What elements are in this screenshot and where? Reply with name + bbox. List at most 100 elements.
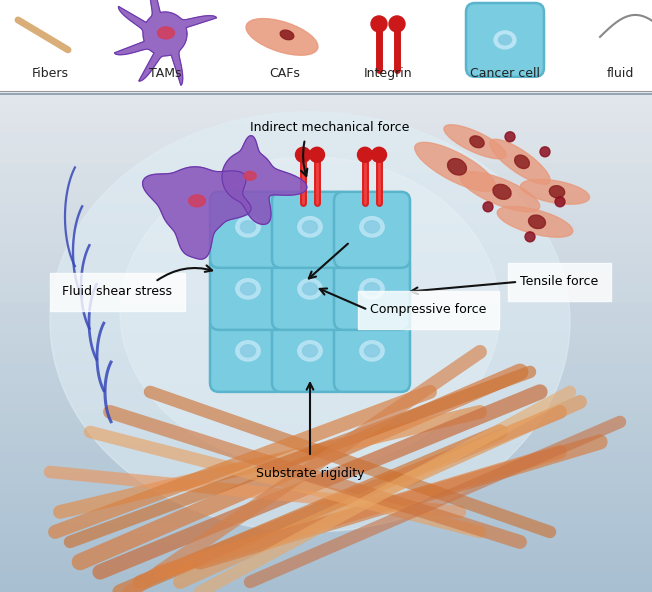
FancyBboxPatch shape xyxy=(466,3,544,77)
Ellipse shape xyxy=(236,217,260,237)
Ellipse shape xyxy=(493,184,511,200)
Bar xyxy=(0,492,652,502)
Text: Fibers: Fibers xyxy=(31,67,68,81)
Ellipse shape xyxy=(246,18,318,55)
Bar xyxy=(0,422,652,432)
Ellipse shape xyxy=(490,139,550,184)
Bar xyxy=(0,92,652,102)
Circle shape xyxy=(310,147,325,162)
Text: Substrate rigidity: Substrate rigidity xyxy=(256,468,364,481)
FancyBboxPatch shape xyxy=(334,316,410,392)
Ellipse shape xyxy=(241,283,256,295)
Ellipse shape xyxy=(520,179,589,204)
Bar xyxy=(0,532,652,542)
FancyBboxPatch shape xyxy=(210,192,286,268)
Ellipse shape xyxy=(241,221,256,233)
Bar xyxy=(0,502,652,512)
Polygon shape xyxy=(143,167,251,259)
Ellipse shape xyxy=(303,283,318,295)
Bar xyxy=(0,242,652,252)
FancyBboxPatch shape xyxy=(334,254,410,330)
Ellipse shape xyxy=(188,195,205,207)
Circle shape xyxy=(372,147,387,162)
Circle shape xyxy=(389,16,405,32)
Ellipse shape xyxy=(120,157,500,467)
Ellipse shape xyxy=(364,283,379,295)
Ellipse shape xyxy=(497,207,573,237)
Bar xyxy=(0,542,652,552)
Ellipse shape xyxy=(236,341,260,361)
Ellipse shape xyxy=(158,27,175,39)
Text: fluid: fluid xyxy=(606,67,634,81)
Bar xyxy=(0,462,652,472)
Circle shape xyxy=(555,197,565,207)
Bar xyxy=(0,582,652,592)
Polygon shape xyxy=(222,136,307,224)
Bar xyxy=(0,392,652,402)
Bar xyxy=(0,202,652,212)
Bar xyxy=(0,132,652,141)
Ellipse shape xyxy=(236,279,260,299)
Text: Compressive force: Compressive force xyxy=(370,303,486,316)
FancyBboxPatch shape xyxy=(334,192,410,268)
Ellipse shape xyxy=(529,215,546,229)
Text: Fluid shear stress: Fluid shear stress xyxy=(62,285,172,298)
Ellipse shape xyxy=(447,159,466,175)
Ellipse shape xyxy=(298,217,322,237)
Circle shape xyxy=(357,147,372,162)
Ellipse shape xyxy=(360,341,384,361)
Ellipse shape xyxy=(470,136,484,147)
Bar xyxy=(0,232,652,242)
Bar xyxy=(0,362,652,372)
Circle shape xyxy=(295,147,310,162)
Bar xyxy=(0,162,652,172)
Text: Indirect mechanical force: Indirect mechanical force xyxy=(250,121,409,134)
Bar xyxy=(0,102,652,112)
Bar xyxy=(0,252,652,262)
Ellipse shape xyxy=(499,35,512,45)
Bar xyxy=(0,312,652,322)
Text: Cancer cell: Cancer cell xyxy=(470,67,540,81)
Ellipse shape xyxy=(364,221,379,233)
Bar xyxy=(0,352,652,362)
Text: CAFs: CAFs xyxy=(269,67,301,81)
Bar xyxy=(0,322,652,332)
Bar xyxy=(0,141,652,152)
Ellipse shape xyxy=(494,31,516,49)
Ellipse shape xyxy=(241,345,256,357)
Bar xyxy=(0,222,652,232)
Ellipse shape xyxy=(444,125,506,159)
Ellipse shape xyxy=(244,171,256,180)
Bar xyxy=(0,472,652,482)
Bar xyxy=(0,412,652,422)
Ellipse shape xyxy=(50,112,570,532)
Bar xyxy=(0,302,652,312)
Bar xyxy=(0,482,652,492)
Bar xyxy=(0,452,652,462)
Ellipse shape xyxy=(360,279,384,299)
Bar xyxy=(0,562,652,572)
Ellipse shape xyxy=(303,221,318,233)
Ellipse shape xyxy=(360,217,384,237)
Ellipse shape xyxy=(303,345,318,357)
Ellipse shape xyxy=(298,341,322,361)
FancyBboxPatch shape xyxy=(210,254,286,330)
Bar xyxy=(0,522,652,532)
Bar xyxy=(0,382,652,392)
Bar xyxy=(0,282,652,292)
Ellipse shape xyxy=(415,142,496,191)
Circle shape xyxy=(525,232,535,242)
Bar xyxy=(0,552,652,562)
Ellipse shape xyxy=(514,155,529,169)
Polygon shape xyxy=(115,0,216,85)
Bar xyxy=(0,402,652,412)
Ellipse shape xyxy=(550,186,565,198)
Bar xyxy=(0,192,652,202)
Bar xyxy=(0,372,652,382)
Bar xyxy=(0,442,652,452)
Bar xyxy=(0,432,652,442)
Ellipse shape xyxy=(364,345,379,357)
Circle shape xyxy=(371,16,387,32)
FancyBboxPatch shape xyxy=(272,192,348,268)
Bar xyxy=(0,332,652,342)
